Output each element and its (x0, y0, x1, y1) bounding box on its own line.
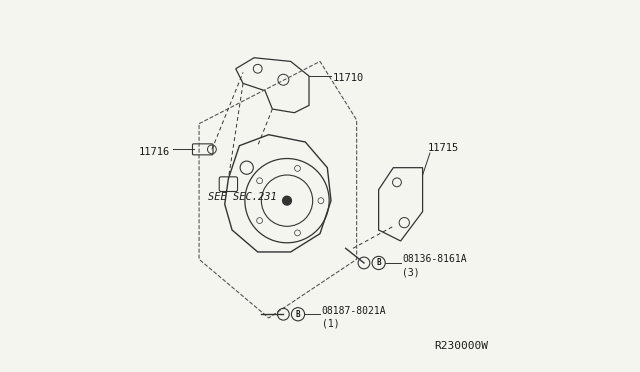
Text: 11715: 11715 (428, 142, 460, 153)
Text: 08187-8021A: 08187-8021A (322, 305, 387, 315)
Text: (3): (3) (403, 267, 420, 277)
Text: 08136-8161A: 08136-8161A (403, 254, 467, 264)
Text: B: B (296, 310, 300, 319)
Text: 11716: 11716 (139, 147, 170, 157)
Text: B: B (376, 259, 381, 267)
Text: R230000W: R230000W (435, 341, 488, 351)
Text: 11710: 11710 (333, 73, 364, 83)
Circle shape (283, 196, 291, 205)
Text: (1): (1) (322, 318, 339, 328)
Text: SEE SEC.231: SEE SEC.231 (208, 192, 277, 202)
